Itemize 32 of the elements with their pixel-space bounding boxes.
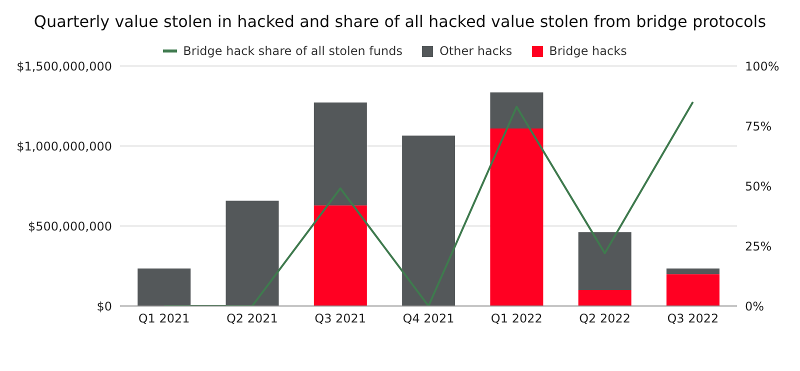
x-tick-label: Q2 2022 bbox=[579, 312, 631, 326]
bar bbox=[314, 102, 367, 206]
y-tick-label: $0 bbox=[96, 299, 112, 314]
bar bbox=[490, 92, 544, 129]
bar bbox=[666, 268, 720, 274]
y-tick-label: $1,000,000,000 bbox=[16, 139, 112, 154]
y2-tick-label: 50% bbox=[745, 179, 772, 194]
bar bbox=[402, 136, 456, 306]
y-tick-label: $500,000,000 bbox=[28, 219, 112, 234]
x-tick-label: Q3 2021 bbox=[314, 312, 366, 326]
bar bbox=[578, 232, 632, 290]
bar bbox=[138, 268, 191, 306]
bar bbox=[666, 274, 720, 306]
legend-label: Other hacks bbox=[439, 44, 512, 58]
x-tick-label: Q1 2022 bbox=[490, 312, 542, 326]
legend-label: Bridge hack share of all stolen funds bbox=[183, 44, 402, 58]
y2-tick-label: 25% bbox=[745, 239, 772, 254]
x-tick-label: Q4 2021 bbox=[402, 312, 454, 326]
line-series bbox=[163, 101, 694, 306]
y2-tick-label: 100% bbox=[745, 59, 780, 74]
bar bbox=[490, 128, 544, 306]
bar bbox=[578, 290, 632, 306]
y2-tick-label: 0% bbox=[745, 299, 764, 314]
x-tick-label: Q3 2022 bbox=[667, 312, 719, 326]
x-tick-label: Q2 2021 bbox=[226, 312, 278, 326]
y2-tick-label: 75% bbox=[745, 119, 772, 134]
bar bbox=[226, 200, 279, 306]
x-tick-label: Q1 2021 bbox=[138, 312, 190, 326]
chart-title: Quarterly value stolen in hacked and share of all hacked value stolen from bridge protocols bbox=[32, 12, 768, 33]
bar bbox=[314, 205, 367, 306]
legend-label: Bridge hacks bbox=[549, 44, 627, 58]
y-tick-label: $1,500,000,000 bbox=[16, 59, 112, 74]
